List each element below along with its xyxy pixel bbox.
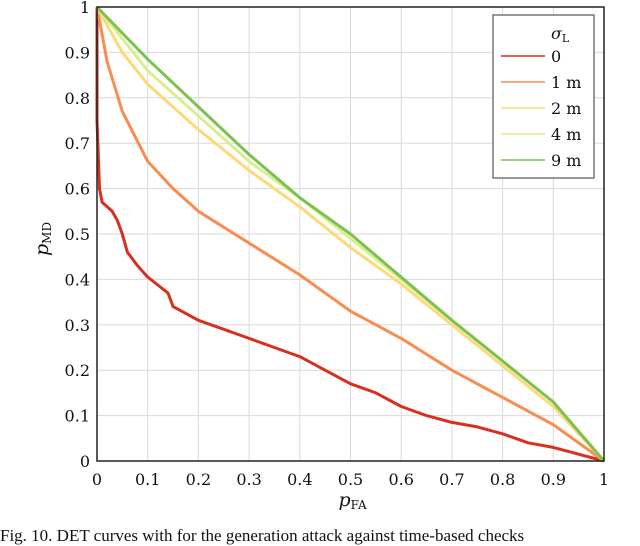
plot-frame (96, 6, 605, 462)
series-line-9m (95, 5, 606, 462)
legend-entry: 9 m (551, 151, 581, 170)
x-tick-label: 0.6 (388, 470, 413, 489)
y-tick-label: 0.1 (65, 407, 90, 426)
y-tick-label: 0.3 (65, 316, 90, 335)
x-tick-label: 1 (599, 470, 609, 489)
y-tick-label: 0 (80, 452, 90, 471)
y-tick-label: 0.2 (65, 361, 90, 380)
x-axis-label-sub: FA (351, 498, 367, 512)
y-axis-label: pMD (31, 222, 54, 256)
y-tick-label: 0.5 (65, 225, 90, 244)
y-tick-label: 0.7 (65, 134, 90, 153)
legend-entry: 1 m (551, 73, 581, 92)
figure-caption: Fig. 10. DET curves with for the generat… (0, 526, 525, 545)
y-tick-label: 0.6 (65, 180, 90, 199)
legend-entry: 0 (551, 47, 561, 66)
legend-entry: 4 m (551, 125, 581, 144)
legend-box (492, 14, 595, 179)
x-axis-label: pFA (339, 489, 367, 512)
y-tick-label: 1 (80, 0, 90, 17)
x-tick-label: 0.3 (236, 470, 261, 489)
x-tick-label: 0.7 (439, 470, 464, 489)
legend-title-sub: L (562, 32, 570, 45)
y-axis-label-sub: MD (40, 222, 54, 244)
x-tick-label: 0.9 (541, 470, 566, 489)
x-tick-label: 0.2 (186, 470, 211, 489)
series-line-0 (95, 7, 605, 463)
x-tick-label: 0 (92, 470, 102, 489)
series-line-2m (95, 6, 606, 463)
y-tick-label: 0.4 (65, 270, 90, 289)
y-tick-label: 0.8 (65, 89, 90, 108)
legend-entry: 2 m (551, 99, 581, 118)
x-tick-label: 0.1 (135, 470, 160, 489)
x-tick-label: 0.4 (287, 470, 312, 489)
y-tick-label: 0.9 (65, 43, 90, 62)
series-line-1m (95, 6, 605, 463)
x-tick-label: 0.5 (338, 470, 363, 489)
x-tick-label: 0.8 (490, 470, 515, 489)
